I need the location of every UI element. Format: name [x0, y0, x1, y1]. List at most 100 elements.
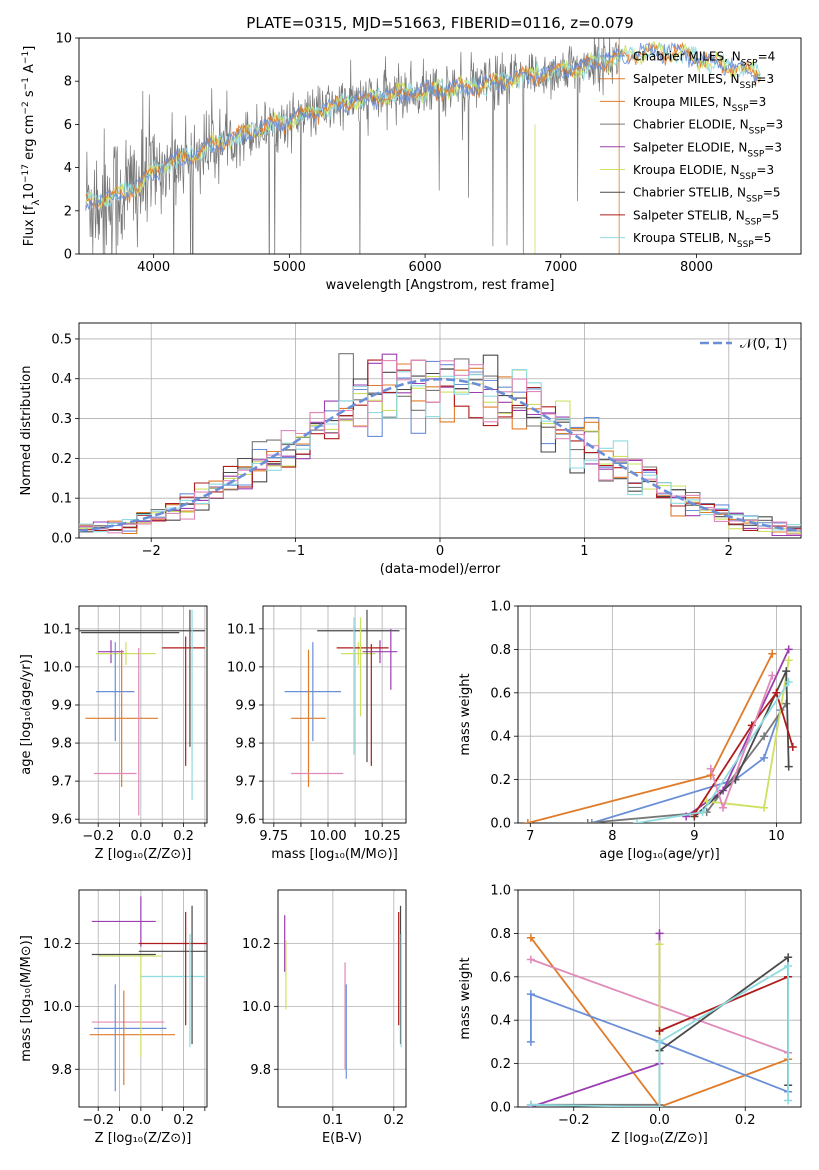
y-axis-label-part: erg cm: [22, 115, 37, 164]
weight-point-marker: [526, 1100, 535, 1107]
weight-series-line: [527, 653, 774, 823]
y-tick-label: 9.9: [51, 698, 72, 713]
x-tick-label: 6000: [409, 260, 442, 275]
axes-age-weight: 7 8 9 10 0.0 0.2 0.4 0.6 0.8 1.0 age [log₁₀(age/yr…: [458, 600, 802, 862]
x-tick-label: 0.0: [131, 829, 152, 844]
weight-point-marker: [583, 819, 592, 823]
weight-point-marker: [682, 812, 691, 821]
y-tick-label: 9.8: [51, 737, 72, 752]
weight-point-marker: [784, 677, 793, 686]
x-axis-label: (data-model)/error: [380, 562, 501, 577]
weight-point-marker: [523, 819, 532, 823]
y-tick-label: 10: [55, 32, 72, 47]
weight-series-line: [530, 1041, 661, 1106]
ebv-mass-plot-area: [284, 905, 402, 1079]
y-tick-label: 10.1: [227, 622, 256, 637]
y-tick-label: 8: [64, 75, 72, 90]
y-tick-label: 0.2: [490, 773, 511, 788]
y-tick-label: 9.7: [51, 775, 72, 790]
x-tick-label: 9.75: [259, 829, 288, 844]
y-axis-label-part: A: [22, 64, 37, 77]
y-axis-label-part: s: [22, 90, 37, 101]
weight-point-marker: [784, 762, 793, 771]
y-axis-label: Flux [fλ10−17 erg cm−2 s−1 A−1]: [21, 46, 42, 247]
weight-point-marker: [768, 649, 777, 658]
legend-entry: Salpeter ELODIE, NSSP=3: [633, 140, 782, 159]
z-weight-plot-area: [526, 929, 793, 1107]
spectrum-legend: Chabrier MILES, NSSP=4 Salpeter MILES, NS…: [600, 50, 783, 250]
y-tick-label: 9.8: [51, 1063, 72, 1078]
legend-entry: Chabrier ELODIE, NSSP=3: [633, 118, 783, 137]
legend-entry: Salpeter STELIB, NSSP=5: [633, 208, 779, 227]
y-tick-label: 10.0: [43, 660, 72, 675]
y-tick-label: 1.0: [490, 600, 511, 615]
x-axis-label: Z [log₁₀(Z/Z⊙)]: [95, 847, 192, 862]
x-tick-label: 8: [608, 829, 616, 844]
x-tick-label: 0.2: [383, 1113, 404, 1128]
x-tick-label: 9: [690, 829, 698, 844]
weight-point-marker: [706, 764, 715, 773]
chart-title: PLATE=0315, MJD=51663, FIBERID=0116, z=0…: [246, 14, 633, 32]
legend-entry: Kroupa MILES, NSSP=3: [633, 95, 766, 114]
x-tick-label: 2: [725, 544, 733, 559]
z-age-plot-area: [79, 609, 205, 816]
weight-point-marker: [784, 1096, 793, 1105]
x-axis-label: age [log₁₀(age/yr)]: [599, 847, 720, 862]
y-axis-label: mass weight: [458, 957, 473, 1039]
y-axis-label-part: −2: [21, 101, 31, 114]
y-tick-label: 0.3: [51, 412, 72, 427]
weight-point-marker: [526, 990, 535, 999]
x-tick-label: 0: [436, 544, 444, 559]
x-axis-label: mass [log₁₀(M/M⊙)]: [271, 847, 398, 862]
y-tick-label: 0.2: [490, 1057, 511, 1072]
y-tick-label: 0.6: [490, 686, 511, 701]
x-tick-label: 5000: [273, 260, 306, 275]
y-tick-label: 0.0: [51, 532, 72, 547]
x-tick-label: 8000: [680, 260, 713, 275]
y-axis-label-part: λ: [31, 199, 42, 205]
x-tick-label: 0.1: [323, 1113, 344, 1128]
weight-point-marker: [526, 955, 535, 964]
y-tick-label: 0.2: [51, 452, 72, 467]
y-tick-label: 0.5: [51, 332, 72, 347]
legend-entry: Chabrier MILES, NSSP=4: [633, 50, 775, 69]
z-mass-plot-area: [89, 896, 207, 1092]
y-tick-label: 0.4: [490, 730, 511, 745]
model-spectrum-line: [85, 41, 761, 209]
x-tick-label: 10.00: [309, 829, 346, 844]
age-weight-plot-area: [523, 645, 797, 823]
x-tick-label: 10: [768, 829, 785, 844]
y-tick-label: 10.0: [43, 1000, 72, 1015]
axes-mass-age: 9.75 10.00 10.25 9.6 9.7 9.8 9.9 10.0 10.1 mass […: [227, 605, 407, 862]
weight-point-marker: [784, 953, 793, 962]
x-tick-label: 4000: [137, 260, 170, 275]
y-tick-label: 0.6: [490, 970, 511, 985]
weight-point-marker: [655, 1037, 664, 1046]
y-tick-label: 10.2: [43, 937, 72, 952]
x-tick-label: −1: [286, 544, 305, 559]
histogram-legend: 𝒩(0, 1): [700, 337, 787, 352]
weight-point-marker: [655, 1027, 664, 1036]
y-tick-label: 4: [64, 161, 72, 176]
x-tick-label: 0.2: [735, 1113, 756, 1128]
y-tick-label: 0.4: [490, 1014, 511, 1029]
observed-spectrum-line: [85, 38, 620, 254]
y-tick-label: 9.6: [235, 813, 256, 828]
weight-series-line: [693, 690, 794, 815]
y-axis-label: mass [log₁₀(M/M⊙)]: [19, 935, 34, 1062]
axes-residuals: −2 −1 0 1 2 0.0 0.1 0.2 0.3 0.4 0.5 (data-model)/er…: [19, 322, 802, 577]
y-tick-label: 0.4: [51, 372, 72, 387]
spectrum-plot-area: [85, 38, 761, 254]
legend-entry: Chabrier STELIB, NSSP=5: [633, 186, 781, 205]
y-axis-label-part: −1: [21, 77, 31, 90]
y-tick-label: 6: [64, 118, 72, 133]
axes-frame: [78, 322, 802, 539]
weight-point-marker: [587, 819, 596, 823]
y-tick-label: 1.0: [490, 884, 511, 899]
y-tick-label: 0.1: [51, 492, 72, 507]
y-axis-label-part: ]: [22, 46, 37, 51]
axes-frame: [78, 605, 208, 824]
x-axis-label: wavelength [Angstrom, rest frame]: [326, 278, 555, 293]
legend-entry: Salpeter MILES, NSSP=3: [633, 72, 774, 91]
